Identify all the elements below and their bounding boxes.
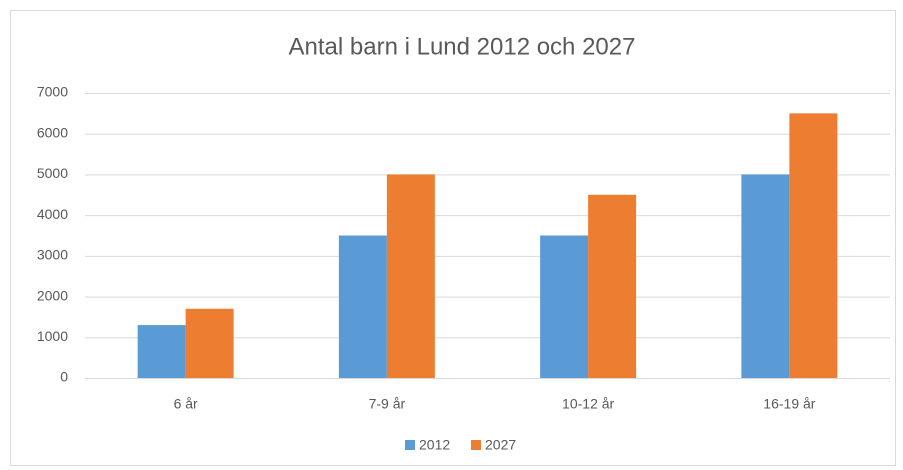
x-tick-label: 6 år <box>174 396 198 412</box>
y-tick-label: 6000 <box>37 124 68 140</box>
x-tick-label: 10-12 år <box>562 396 614 412</box>
y-tick-label: 7000 <box>37 84 68 100</box>
y-tick-label: 3000 <box>37 247 68 263</box>
legend-label: 2012 <box>419 437 450 453</box>
x-tick-label: 7-9 år <box>369 396 406 412</box>
y-tick-label: 0 <box>60 369 68 385</box>
y-tick-label: 2000 <box>37 287 68 303</box>
legend-swatch <box>405 440 415 450</box>
bar <box>338 235 387 378</box>
bar <box>540 235 589 378</box>
y-tick-label: 5000 <box>37 165 68 181</box>
bar <box>386 174 435 378</box>
chart-title: Antal barn i Lund 2012 och 2027 <box>289 33 636 60</box>
y-tick-label: 1000 <box>37 328 68 344</box>
bar <box>588 194 637 378</box>
bar <box>789 113 838 378</box>
bar <box>741 174 790 378</box>
bar <box>185 308 234 378</box>
y-tick-label: 4000 <box>37 206 68 222</box>
bar <box>137 325 186 378</box>
legend-label: 2027 <box>485 437 516 453</box>
legend-swatch <box>471 440 481 450</box>
x-tick-label: 16-19 år <box>763 396 815 412</box>
